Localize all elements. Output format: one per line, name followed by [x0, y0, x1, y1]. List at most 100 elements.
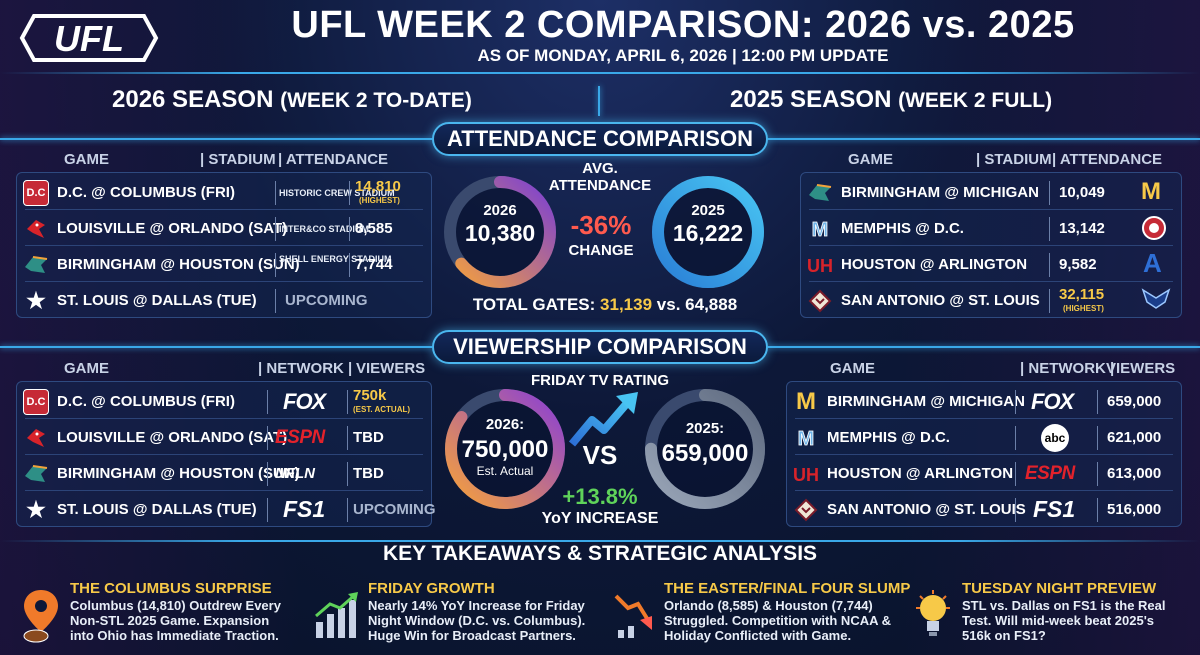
attendance-2026-ring-arc: [444, 176, 556, 288]
fox-logo-icon: FOX: [283, 389, 326, 414]
attendance-2026-table: D.C D.C. @ COLUMBUS (FRI) HISTORIC CREW …: [16, 172, 432, 318]
viewership-2026-table: D.C D.C. @ COLUMBUS (FRI) FOX 750k (EST.…: [16, 381, 436, 527]
table-row: UH HOUSTON @ ARLINGTON 9,582 A: [801, 248, 1181, 281]
table-row: LOUISVILLE @ ORLANDO (SAT) INTER&CO STAD…: [17, 212, 431, 245]
attendance-section-title: ATTENDANCE COMPARISON: [432, 122, 768, 156]
att-ring-2026-value: 10,380: [464, 220, 536, 246]
view-ring-2026-note: Est. Actual: [476, 464, 534, 478]
takeaways-divider: [0, 540, 1200, 542]
game-label: MEMPHIS @ D.C.: [841, 220, 964, 237]
game-label: ST. LOUIS @ DALLAS (TUE): [57, 292, 257, 309]
takeaway-body-1: Columbus (14,810) Outdrew Every Non-STL …: [70, 598, 281, 643]
att-ring-2025-year: 2025: [691, 202, 725, 219]
table-row: M MEMPHIS @ D.C. abc 621,000: [787, 421, 1181, 454]
takeaway-title-2: FRIDAY GROWTH: [368, 580, 495, 597]
san-antonio-brahmas-icon: [807, 288, 833, 314]
att-ring-2026-year: 2026: [483, 202, 517, 219]
friday-tv-rating-label: FRIDAY TV RATING: [530, 372, 670, 389]
takeaways-title: KEY TAKEAWAYS & STRATEGIC ANALYSIS: [382, 542, 818, 565]
table-row: LOUISVILLE @ ORLANDO (SAT) ESPN TBD: [17, 421, 431, 454]
stadium-name: HISTORIC CREW STADIUM: [279, 187, 395, 198]
attendance-2025-table: BIRMINGHAM @ MICHIGAN 10,049 M M MEMPHIS…: [800, 172, 1182, 318]
stadium-name: SHELL ENERGY STADIUM: [279, 254, 392, 264]
viewership-increase-label: YoY INCREASE: [541, 510, 659, 527]
takeaway-title-1: THE COLUMBUS SURPRISE: [70, 580, 272, 597]
attendance-2026-ring: [444, 176, 556, 288]
growth-chart-icon: [312, 590, 362, 645]
avg-attendance-label: AVG. ATTENDANCE: [548, 160, 652, 194]
att-left-header-attendance: | ATTENDANCE: [278, 151, 389, 168]
table-row: M BIRMINGHAM @ MICHIGAN FOX 659,000: [787, 385, 1181, 418]
dc-defenders-icon: D.C: [23, 388, 49, 415]
dallas-star-icon: ★: [26, 287, 46, 313]
viewers-value: TBD: [353, 465, 384, 482]
st-louis-battlehawks-icon: [1141, 286, 1171, 316]
vs-label: VS: [582, 440, 618, 470]
view-right-header-viewers: VIEWERS: [1106, 360, 1176, 377]
san-antonio-brahmas-icon: [793, 497, 819, 523]
table-row: D.C D.C. @ COLUMBUS (FRI) HISTORIC CREW …: [17, 176, 431, 209]
table-row: M MEMPHIS @ D.C. 13,142: [801, 212, 1181, 245]
lightbulb-icon: [912, 588, 954, 647]
attendance-value: 9,582: [1059, 256, 1097, 273]
att-left-header-stadium: | STADIUM: [200, 151, 276, 168]
header-divider: [0, 72, 1200, 74]
nfl-network-logo-icon: NFLN: [275, 465, 315, 482]
michigan-m-icon: M: [796, 387, 816, 415]
memphis-showboats-icon: M: [807, 216, 833, 242]
season-2025-label: 2025 SEASON: [730, 86, 892, 113]
table-row: BIRMINGHAM @ MICHIGAN 10,049 M: [801, 176, 1181, 209]
stadium-name: INTER&CO STADIUM: [279, 224, 369, 234]
viewership-2026-ring: [445, 389, 565, 509]
dallas-star-icon: ★: [26, 496, 46, 522]
takeaway-title-4: TUESDAY NIGHT PREVIEW: [962, 580, 1157, 597]
season-2026-heading: 2026 SEASON (WEEK 2 TO-DATE): [112, 86, 472, 114]
page-subtitle: AS OF MONDAY, APRIL 6, 2026 | 12:00 PM U…: [477, 46, 889, 65]
attendance-value: 10,049: [1059, 184, 1105, 201]
viewers-value: 613,000: [1107, 465, 1162, 482]
michigan-m-icon: M: [1141, 178, 1161, 205]
game-label: BIRMINGHAM @ MICHIGAN: [841, 184, 1039, 201]
game-label: BIRMINGHAM @ MICHIGAN: [827, 393, 1025, 410]
view-ring-2025-value: 659,000: [661, 440, 749, 467]
takeaway-body-3: Orlando (8,585) & Houston (7,744) Strugg…: [664, 598, 891, 643]
upward-trend-arrow-icon: [568, 392, 638, 447]
viewership-2026-ring-arc: [445, 389, 565, 509]
game-label: HOUSTON @ ARLINGTON: [827, 465, 1014, 482]
espn-logo-icon: ESPN: [275, 427, 325, 448]
louisville-cardinal-icon: [23, 425, 49, 451]
viewers-value: 659,000: [1107, 393, 1162, 410]
viewers-value: 750k: [353, 387, 387, 404]
total-gates-2025: 64,888: [685, 295, 738, 314]
viewership-line-right: [768, 346, 1200, 348]
game-label: D.C. @ COLUMBUS (FRI): [57, 393, 235, 410]
view-left-header-game: GAME: [64, 360, 109, 377]
game-label: LOUISVILLE @ ORLANDO (SAT): [57, 429, 288, 446]
game-label: LOUISVILLE @ ORLANDO (SAT): [57, 220, 288, 237]
view-right-header-network: | NETWORK |: [1020, 360, 1115, 377]
svg-text:M: M: [798, 428, 815, 450]
svg-text:UH: UH: [807, 256, 833, 276]
view-ring-2025-year: 2025:: [685, 420, 725, 437]
espn-logo-icon: ESPN: [1025, 463, 1075, 484]
map-pin-football-icon: [18, 588, 64, 649]
takeaway-body-2: Nearly 14% YoY Increase for Friday Night…: [368, 598, 586, 643]
highest-note: (HIGHEST): [359, 196, 400, 205]
table-row: SAN ANTONIO @ ST. LOUIS FS1 516,000: [787, 493, 1181, 526]
attendance-value: 8,585: [355, 220, 393, 237]
svg-text:UH: UH: [793, 465, 819, 485]
att-right-header-stadium: | STADIUM: [976, 151, 1052, 168]
viewers-value: 516,000: [1107, 501, 1162, 518]
att-right-header-game: GAME: [848, 151, 893, 168]
game-label: HOUSTON @ ARLINGTON: [841, 256, 1028, 273]
game-label: BIRMINGHAM @ HOUSTON (SUN): [57, 465, 300, 482]
att-right-header-attendance: | ATTENDANCE: [1052, 151, 1163, 168]
total-gates-vs: vs.: [656, 295, 681, 314]
page-title: UFL WEEK 2 COMPARISON: 2026 vs. 2025: [291, 4, 1075, 46]
houston-uh-icon: UH: [807, 252, 833, 278]
attendance-change-pct: -36%: [570, 210, 632, 240]
view-left-header-network: | NETWORK |: [258, 360, 353, 377]
total-gates-2026: 31,139: [600, 295, 653, 314]
attendance-value: UPCOMING: [285, 292, 368, 309]
view-right-header-game: GAME: [830, 360, 875, 377]
